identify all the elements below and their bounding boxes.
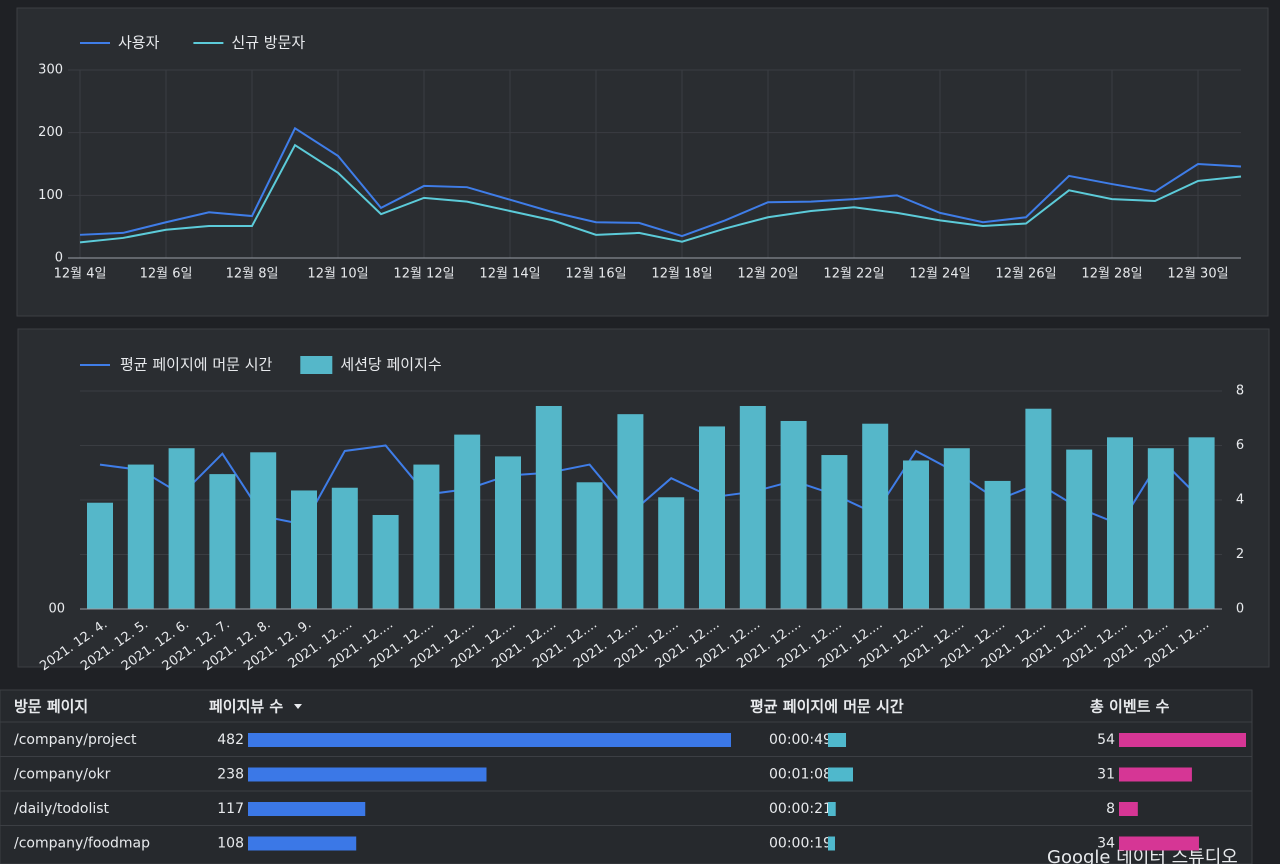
bar [1066, 449, 1093, 609]
cell-bar [828, 836, 835, 851]
legend-label: 평균 페이지에 머문 시간 [120, 356, 273, 374]
x-tick-label: 12월 14일 [479, 267, 540, 282]
bar [209, 474, 236, 609]
x-tick-label: 12월 16일 [565, 267, 626, 282]
cell[interactable]: /company/project [14, 732, 137, 748]
cell-bar [828, 802, 836, 816]
cell-bar [248, 836, 357, 851]
cell-bar [248, 767, 487, 782]
x-tick-label: 12월 24일 [909, 267, 970, 282]
bar [576, 482, 603, 609]
bar [413, 464, 440, 609]
cell[interactable]: /company/okr [14, 767, 111, 783]
x-tick-label: 12월 18일 [651, 267, 712, 282]
footer: Google 데이터 스튜디오 [1047, 847, 1238, 864]
y2-tick-label: 6 [1236, 438, 1244, 453]
cell: 108 [217, 836, 244, 852]
bar [454, 434, 481, 609]
bar [127, 464, 154, 609]
bar [87, 502, 113, 609]
cell-bar [1119, 802, 1138, 816]
bar [821, 455, 848, 609]
x-tick-label: 12월 8일 [226, 267, 279, 282]
y2-tick-label: 4 [1236, 493, 1244, 508]
legend-swatch [300, 356, 333, 374]
y2-tick-label: 8 [1236, 384, 1244, 399]
y-tick-label: 100 [38, 188, 63, 203]
y-tick-label: 0 [55, 251, 63, 266]
x-tick-label: 12월 12일 [393, 267, 454, 282]
cell: 00:01:08 [769, 767, 832, 783]
column-header: 방문 페이지 [14, 698, 88, 716]
x-tick-label: 12월 22일 [823, 267, 884, 282]
cell[interactable]: /company/foodmap [14, 836, 150, 852]
x-tick-label: 12월 10일 [307, 267, 368, 282]
column-header: 평균 페이지에 머문 시간 [750, 698, 904, 716]
cell: 31 [1097, 767, 1115, 783]
cell: 117 [217, 801, 244, 817]
legend-label: 세션당 페이지수 [340, 356, 441, 374]
cell[interactable]: /daily/todolist [14, 801, 110, 817]
bar [903, 460, 929, 609]
sort-icon[interactable] [294, 704, 302, 709]
bar [699, 426, 725, 609]
bar [250, 452, 277, 609]
bar [780, 420, 807, 609]
cell-bar [248, 802, 366, 816]
cell-bar [1119, 836, 1199, 851]
y-tick-label: 300 [38, 63, 63, 78]
bar [658, 497, 685, 609]
bar [739, 405, 766, 609]
bar [862, 423, 889, 609]
column-header: 총 이벤트 수 [1090, 698, 1170, 716]
y-tick-label: 200 [38, 125, 63, 140]
column-header[interactable]: 페이지뷰 수 [209, 698, 283, 716]
x-tick-label: 12월 28일 [1081, 267, 1142, 282]
cell: 00:00:21 [769, 801, 832, 817]
cell: 8 [1106, 801, 1115, 817]
line-series [99, 444, 1203, 526]
x-tick-label: 12월 26일 [995, 267, 1056, 282]
legend-label: 사용자 [118, 34, 160, 52]
bar [1147, 448, 1174, 609]
bar [1107, 437, 1133, 609]
x-tick-label: 12월 20일 [737, 267, 798, 282]
x-tick-label: 12월 6일 [140, 267, 193, 282]
bar [168, 448, 195, 609]
cell-bar [828, 767, 853, 782]
cell: 238 [217, 767, 244, 783]
y2-tick-label: 0 [1236, 602, 1244, 617]
cell: 00:00:19 [769, 836, 832, 852]
y-tick-label: 00 [48, 602, 65, 617]
bar [1025, 408, 1052, 609]
bar [943, 448, 970, 609]
table-panel [0, 689, 1253, 864]
bar [535, 405, 562, 609]
x-tick-label: 12월 30일 [1167, 267, 1228, 282]
bar [617, 414, 644, 609]
bar [495, 456, 521, 609]
cell-bar [828, 733, 847, 747]
cell: 00:00:49 [769, 732, 832, 748]
cell: 482 [217, 732, 244, 748]
panel [16, 7, 1269, 317]
cell-bar [1119, 767, 1192, 782]
bar [331, 487, 358, 609]
legend-label: 신규 방문자 [231, 34, 305, 52]
bar [984, 480, 1011, 609]
bar [1188, 437, 1215, 609]
cell: 34 [1097, 836, 1115, 852]
line-series [79, 126, 1242, 238]
cell-bar [248, 733, 731, 747]
line-series [79, 143, 1242, 244]
cell: 54 [1097, 732, 1115, 748]
bar [372, 514, 399, 609]
x-tick-label: 12월 4일 [54, 267, 107, 282]
bar [291, 490, 317, 609]
y2-tick-label: 2 [1236, 547, 1244, 562]
cell-bar [1119, 733, 1246, 747]
